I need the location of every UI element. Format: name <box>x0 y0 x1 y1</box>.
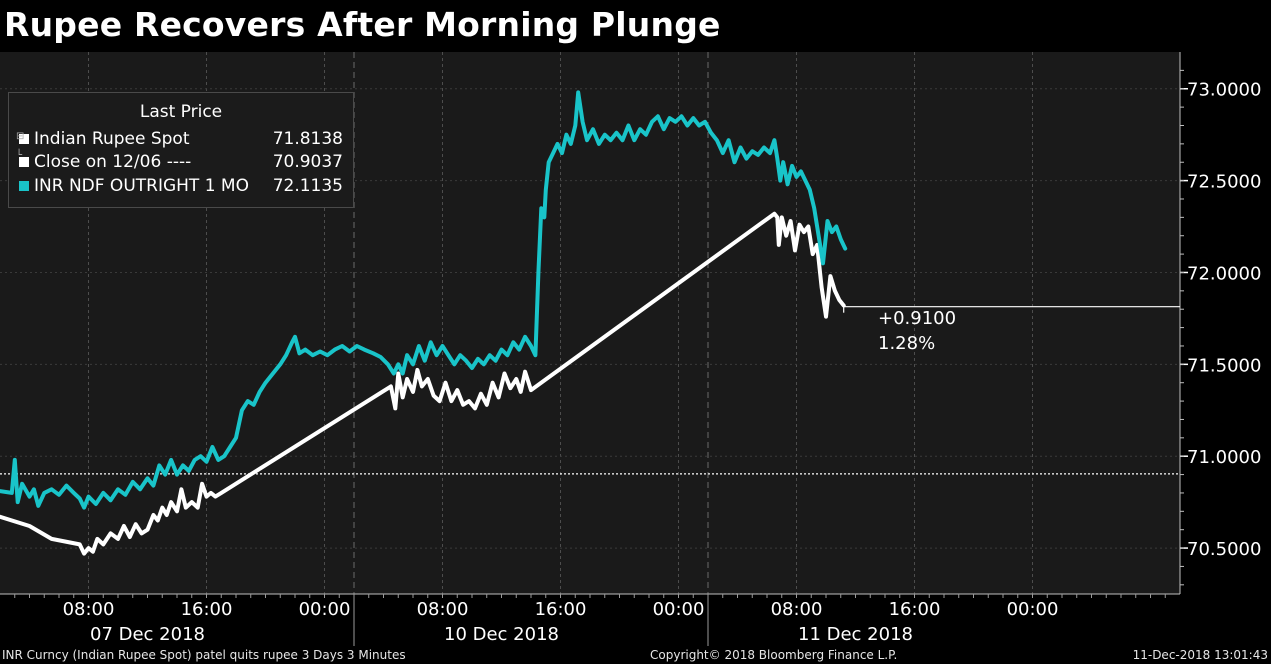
legend-item-name: Indian Rupee Spot <box>34 129 190 149</box>
day-label: 10 Dec 2018 <box>444 624 559 645</box>
y-tick-label: 73.0000 <box>1187 80 1261 101</box>
legend-item-name: Close on 12/06 ---- <box>34 152 192 172</box>
day-label: 11 Dec 2018 <box>798 624 913 645</box>
series-layer <box>0 90 1180 556</box>
x-tick-label: 00:00 <box>653 599 705 620</box>
legend-item-value: 71.8138 <box>272 129 343 149</box>
chart-title: Rupee Recovers After Morning Plunge <box>4 5 721 44</box>
legend-item-ndf[interactable]: INR NDF OUTRIGHT 1 MO 72.1135 <box>19 175 351 197</box>
x-tick-label: 00:00 <box>299 599 351 620</box>
footer-ticker-text: INR Curncy (Indian Rupee Spot) patel qui… <box>2 648 406 662</box>
legend-swatch <box>19 157 29 167</box>
legend-item-close[interactable]: └ Close on 12/06 ---- 70.9037 <box>16 150 351 173</box>
x-tick-label: 08:00 <box>417 599 469 620</box>
series-line-indian-rupee-spot <box>0 211 846 556</box>
grid-lines <box>0 52 1180 646</box>
x-tick-label: 16:00 <box>181 599 233 620</box>
tree-branch-icon: └ <box>16 150 23 161</box>
y-tick-label: 71.0000 <box>1187 447 1261 468</box>
legend: Last Price ⊟ Indian Rupee Spot 71.8138 └… <box>8 92 354 208</box>
footer-copyright: Copyright© 2018 Bloomberg Finance L.P. <box>650 648 898 662</box>
day-label: 07 Dec 2018 <box>90 624 205 645</box>
footer-bar: INR Curncy (Indian Rupee Spot) patel qui… <box>0 646 1271 664</box>
legend-item-value: 72.1135 <box>272 176 343 196</box>
y-tick-label: 71.5000 <box>1187 355 1261 376</box>
x-tick-label: 00:00 <box>1007 599 1059 620</box>
axis-labels: 70.5000 71.0000 71.5000 72.0000 72.5000 73.00… <box>63 80 1262 645</box>
y-axis-strip <box>1180 52 1271 594</box>
series-line-inr-ndf-outright-1-mo <box>0 90 848 510</box>
change-percent-label: 1.28% <box>878 333 935 354</box>
x-axis-strip <box>0 594 1271 646</box>
legend-header: Last Price <box>139 102 223 122</box>
y-tick-label: 70.5000 <box>1187 539 1261 560</box>
legend-item-value: 70.9037 <box>272 152 343 172</box>
x-tick-label: 08:00 <box>771 599 823 620</box>
legend-item-name: INR NDF OUTRIGHT 1 MO <box>34 176 249 196</box>
x-tick-label: 08:00 <box>63 599 115 620</box>
footer-timestamp: 11-Dec-2018 13:01:43 <box>1132 648 1268 662</box>
x-tick-label: 16:00 <box>889 599 941 620</box>
legend-swatch <box>19 181 29 191</box>
legend-swatch <box>19 134 29 144</box>
x-tick-label: 16:00 <box>535 599 587 620</box>
legend-item-rupee-spot[interactable]: ⊟ Indian Rupee Spot 71.8138 <box>16 128 351 150</box>
axes <box>0 52 1188 598</box>
y-tick-label: 72.0000 <box>1187 263 1261 284</box>
y-tick-label: 72.5000 <box>1187 172 1261 193</box>
tree-collapse-icon[interactable]: ⊟ <box>16 131 25 142</box>
change-absolute-label: +0.9100 <box>878 308 956 329</box>
